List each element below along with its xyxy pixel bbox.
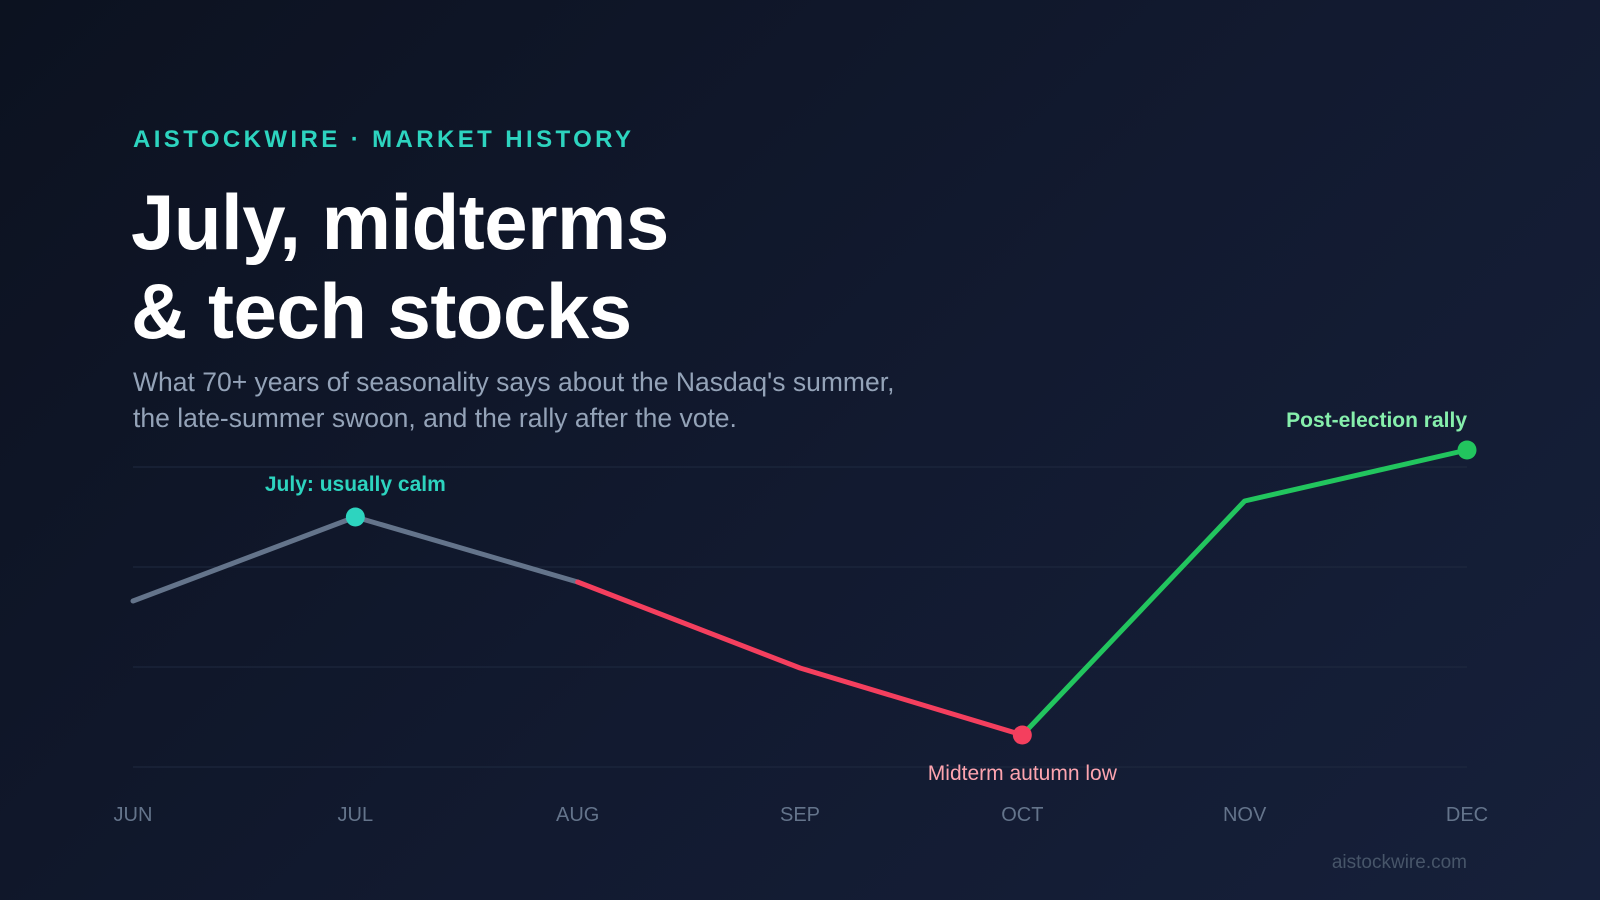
source-watermark: aistockwire.com xyxy=(1331,852,1467,873)
eyebrow-label: AISTOCKWIRE · MARKET HISTORY xyxy=(133,126,635,153)
subtitle: What 70+ years of seasonality says about… xyxy=(133,364,894,436)
x-tick-label-oct: OCT xyxy=(1001,804,1043,826)
x-tick-label-nov: NOV xyxy=(1223,804,1267,826)
series-segment-1 xyxy=(575,579,1025,738)
data-point-jul xyxy=(345,507,365,527)
x-axis: JUN JUL AUG SEP OCT NOV DEC xyxy=(114,804,1489,826)
series-segment-0 xyxy=(130,514,581,604)
title-line-1: July, midterms xyxy=(131,178,669,266)
chart-markers xyxy=(345,440,1477,745)
subtitle-line-2: the late-summer swoon, and the rally aft… xyxy=(133,403,737,433)
annotation-label-0: July: usually calm xyxy=(265,473,446,496)
series-segment-2 xyxy=(1019,447,1470,738)
data-point-oct xyxy=(1012,725,1032,745)
x-tick-label-sep: SEP xyxy=(780,804,820,826)
x-tick-label-jun: JUN xyxy=(114,804,153,826)
x-tick-label-aug: AUG xyxy=(556,804,599,826)
data-point-dec xyxy=(1457,440,1477,460)
annotation-label-2: Post-election rally xyxy=(1286,409,1467,432)
x-tick-label-dec: DEC xyxy=(1446,804,1488,826)
page-title: July, midterms & tech stocks xyxy=(131,178,669,356)
title-line-2: & tech stocks xyxy=(131,267,632,355)
annotation-label-1: Midterm autumn low xyxy=(928,762,1118,785)
chart-grid xyxy=(133,466,1467,768)
chart-annotations: July: usually calm Midterm autumn low Post… xyxy=(265,409,1467,785)
subtitle-line-1: What 70+ years of seasonality says about… xyxy=(133,367,895,397)
x-tick-label-jul: JUL xyxy=(338,804,374,826)
